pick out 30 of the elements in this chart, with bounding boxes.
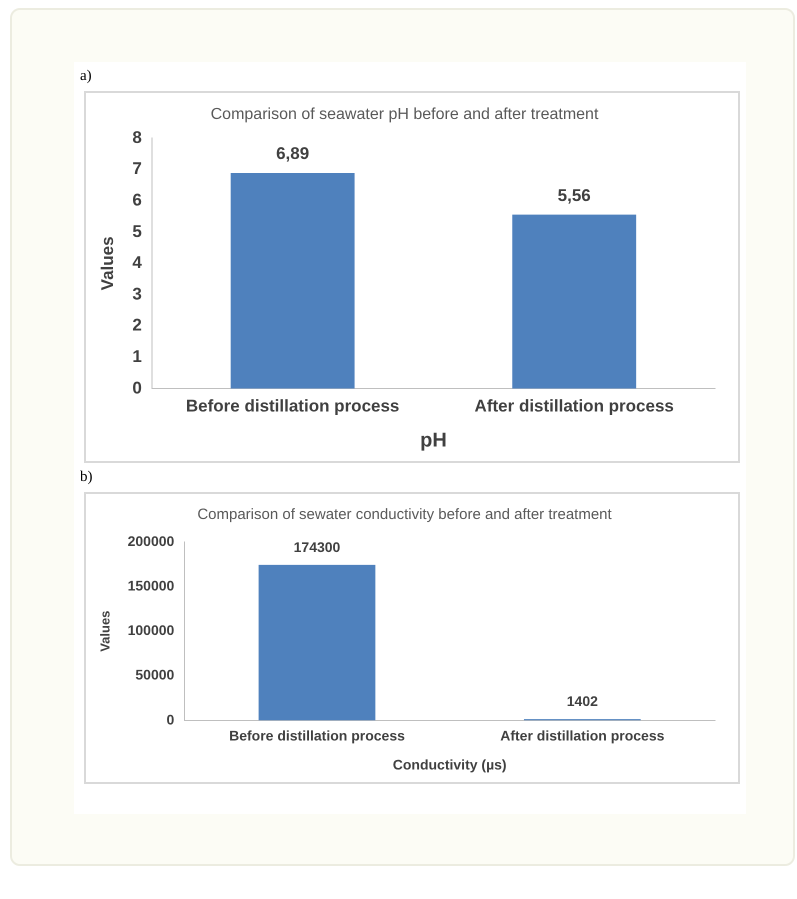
y-tick-label: 100000 — [128, 622, 175, 638]
x-tick-label: Before distillation process — [229, 728, 406, 744]
data-label: 5,56 — [558, 186, 591, 205]
y-tick-label: 150000 — [128, 577, 175, 594]
x-tick-label: After distillation process — [500, 728, 665, 744]
x-axis-title: Conductivity (µs) — [392, 756, 507, 772]
y-tick-label: 200000 — [128, 532, 175, 549]
y-axis-title: Values — [97, 610, 112, 652]
data-label: 174300 — [294, 538, 341, 555]
y-tick-label: 4 — [132, 253, 142, 272]
y-tick-label: 7 — [132, 159, 142, 178]
data-label: 6,89 — [276, 144, 310, 164]
y-tick-label: 1 — [132, 346, 142, 366]
text: a) — [79, 67, 93, 86]
y-tick-label: 0 — [166, 711, 175, 728]
y-tick-label: 8 — [132, 128, 142, 147]
x-tick-label: Before distillation process — [186, 396, 400, 416]
y-tick-label: 2 — [132, 316, 142, 335]
x-axis-title: pH — [420, 430, 447, 452]
y-tick-label: 50000 — [135, 666, 175, 683]
y-axis-title: Values — [98, 236, 117, 290]
chart-title: Comparison of seawater pH before and after treatment — [210, 106, 599, 124]
text: b) — [79, 468, 94, 487]
y-tick-label: 5 — [132, 222, 142, 241]
chart-title: Comparison of sewater conductivity before and after treatment — [197, 506, 613, 524]
y-tick-label: 0 — [132, 378, 142, 398]
y-tick-label: 3 — [132, 284, 142, 304]
data-label: 1402 — [566, 693, 598, 710]
x-tick-label: After distillation process — [474, 396, 674, 416]
y-tick-label: 6 — [132, 190, 142, 210]
